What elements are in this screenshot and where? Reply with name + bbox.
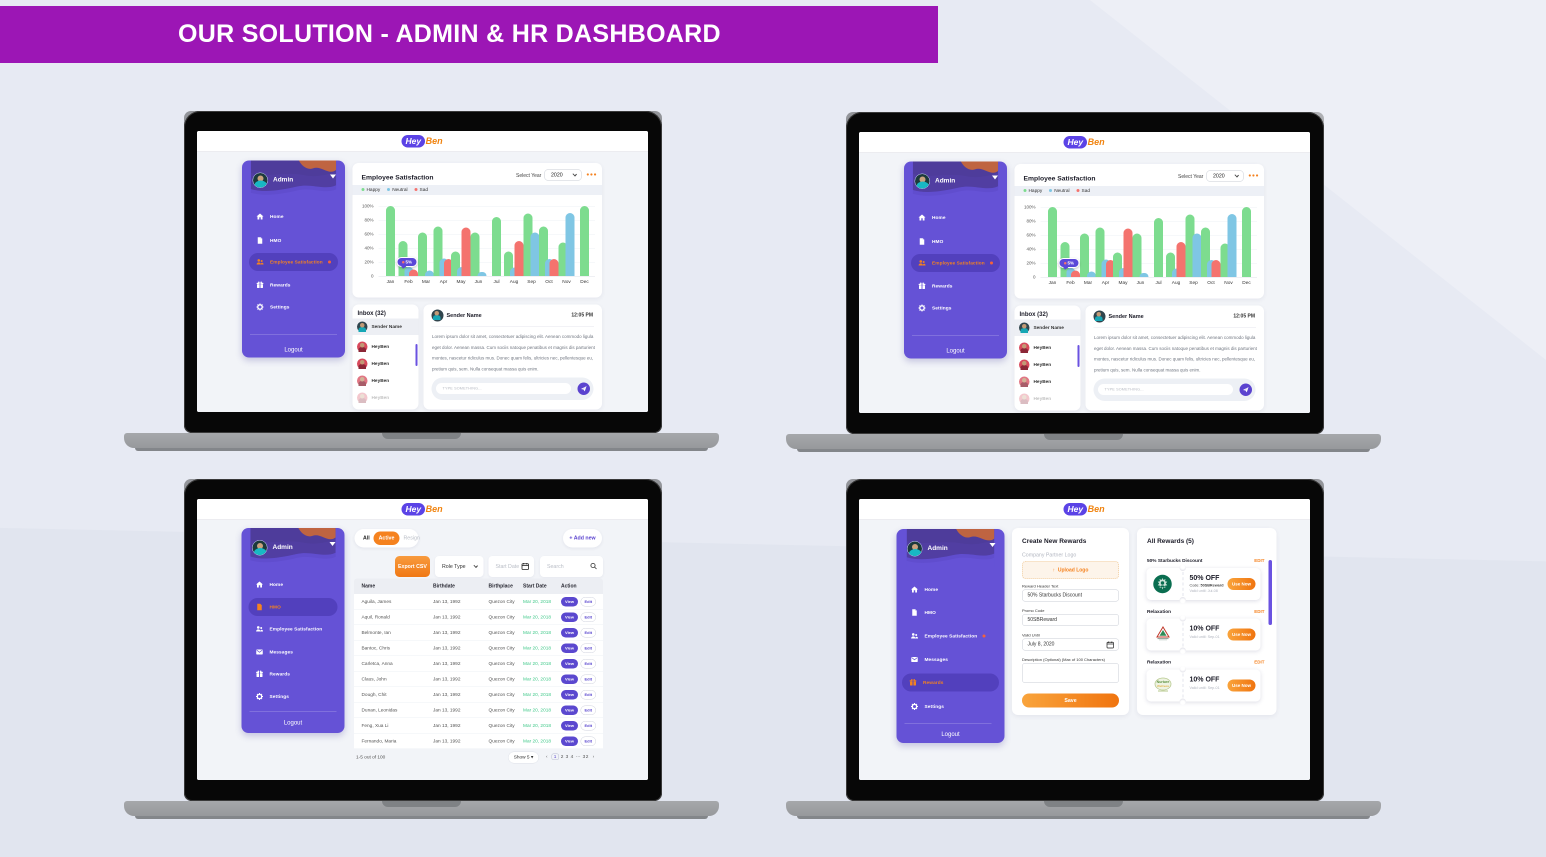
svg-text:Wellness: Wellness xyxy=(1157,684,1170,688)
svg-text:Nurture: Nurture xyxy=(1157,680,1170,684)
